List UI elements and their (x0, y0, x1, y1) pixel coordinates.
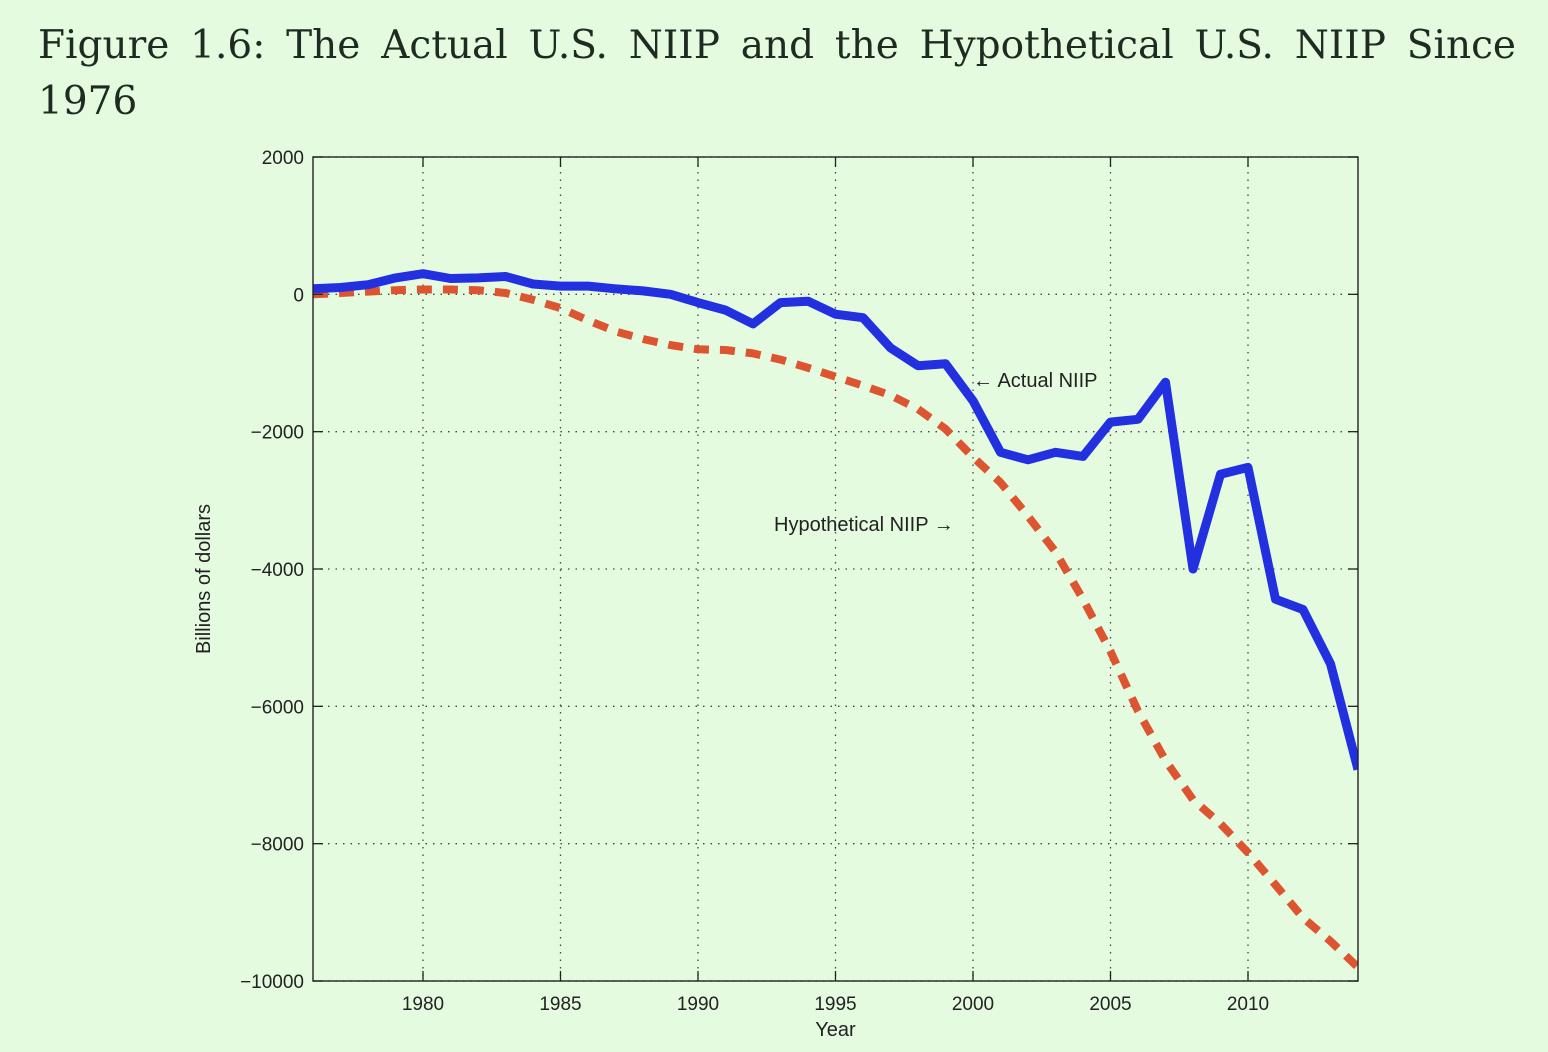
x-tick-label: 2005 (1089, 994, 1131, 1015)
figure-title: Figure 1.6: The Actual U.S. NIIP and the… (38, 23, 1516, 124)
x-tick-label: 1990 (677, 994, 719, 1015)
series-layer (313, 269, 1358, 971)
actual-niip-annotation: ← Actual NIIP (973, 370, 1098, 392)
x-tick-label: 1995 (814, 994, 856, 1015)
actual-niip-line (313, 269, 1358, 771)
hypothetical-niip-annotation: Hypothetical NIIP → (774, 514, 954, 536)
x-axis-label: Year (815, 1019, 856, 1041)
y-tick-label: −2000 (251, 423, 304, 444)
x-tick-label: 2000 (952, 994, 994, 1015)
x-tick-label: 1980 (402, 994, 444, 1015)
y-tick-label: 0 (293, 285, 304, 306)
y-tick-label: −4000 (251, 560, 304, 581)
axis-ticks: 1980 1985 1990 1995 2000 2005 2010 2000 0 −2000 −4… (240, 148, 1358, 1015)
hypothetical-niip-line (313, 285, 1358, 971)
annotations: ← Actual NIIP Hypothetical NIIP → (774, 370, 1097, 536)
x-tick-label: 1985 (539, 994, 581, 1015)
y-tick-label: −6000 (251, 697, 304, 718)
y-axis-label: Billions of dollars (193, 504, 215, 654)
y-tick-label: −10000 (240, 972, 304, 993)
y-tick-label: 2000 (262, 148, 304, 169)
y-tick-label: −8000 (251, 835, 304, 856)
x-tick-label: 2010 (1227, 994, 1269, 1015)
